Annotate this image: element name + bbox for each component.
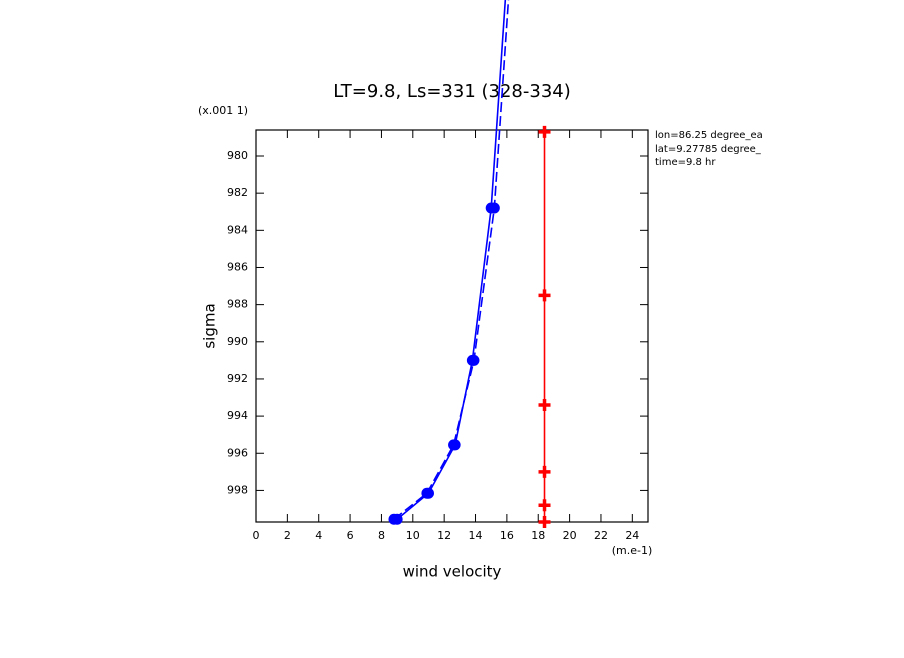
point (468, 354, 480, 366)
x-tick-label: 8 (378, 529, 385, 542)
point (538, 516, 551, 528)
x-tick-label: 6 (347, 529, 354, 542)
x-tick-label: 16 (500, 529, 514, 542)
y-tick-label: 986 (227, 260, 248, 273)
annotations: lon=86.25 degree_ea lat=9.27785 degree_ … (655, 130, 763, 168)
y-tick-label: 996 (227, 446, 248, 459)
x-tick-label: 14 (469, 529, 483, 542)
y-tick-label: 980 (227, 149, 248, 162)
plot-frame (255, 129, 649, 523)
point (538, 125, 551, 138)
point (421, 487, 433, 499)
x-tick-label: 12 (437, 529, 451, 542)
series-line (393, 0, 510, 520)
annotation: lat=9.27785 degree_ (655, 144, 762, 155)
y-tick-label: 982 (227, 186, 248, 199)
y-tick-label: 992 (227, 372, 248, 385)
x-unit: (m.e-1) (612, 544, 653, 557)
point (538, 499, 551, 512)
point (488, 202, 500, 214)
point (388, 513, 400, 525)
point (448, 439, 460, 451)
x-tick-label: 2 (284, 529, 291, 542)
x-tick-label: 24 (625, 529, 639, 542)
y-tick-label: 994 (227, 409, 248, 422)
y-tick-label: 988 (227, 298, 248, 311)
point (538, 398, 551, 411)
x-tick-label: 0 (253, 529, 260, 542)
y-tick-label: 998 (227, 483, 248, 496)
x-tick-label: 22 (594, 529, 608, 542)
y-axis-label: sigma (201, 303, 219, 348)
chart-title: LT=9.8, Ls=331 (328-334) (333, 81, 571, 102)
x-tick-label: 18 (531, 529, 545, 542)
x-tick-label: 20 (563, 529, 577, 542)
point (538, 465, 551, 478)
y-unit: (x.001 1) (198, 104, 248, 117)
annotation: time=9.8 hr (655, 157, 716, 168)
annotation: lon=86.25 degree_ea (655, 130, 763, 141)
y-tick-label: 984 (227, 223, 248, 236)
x-tick-label: 4 (315, 529, 322, 542)
y-tick-label: 990 (227, 335, 248, 348)
x-axis-label: wind velocity (403, 563, 502, 581)
x-tick-label: 10 (406, 529, 420, 542)
point (538, 289, 551, 302)
